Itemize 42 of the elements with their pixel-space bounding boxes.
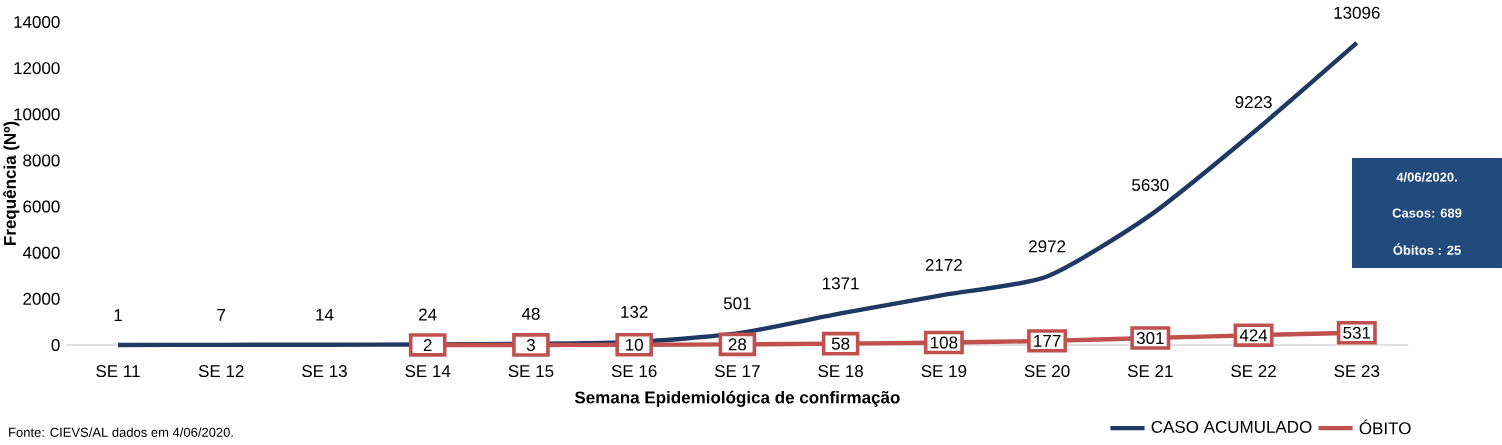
x-tick-label: SE 14	[405, 365, 451, 378]
x-tick-label: SE 15	[508, 365, 554, 378]
data-label: 132	[621, 305, 648, 318]
annotation: 4/06/2020.	[1396, 172, 1457, 182]
data-label: 1	[114, 309, 122, 321]
data-label: 7	[217, 309, 226, 321]
data-label: 24	[419, 308, 437, 321]
annotation: Casos: 689	[1392, 208, 1462, 218]
x-tick-label: SE 20	[1024, 365, 1070, 378]
data-label: 2972	[1029, 240, 1066, 253]
legend-label: ÓBITO	[1359, 419, 1411, 435]
data-label: 5630	[1132, 179, 1169, 192]
x-tick-label: SE 23	[1334, 365, 1380, 378]
x-tick-label: SE 21	[1127, 365, 1173, 378]
data-label: 1371	[823, 277, 859, 290]
data-label: 501	[723, 297, 751, 310]
data-label: 14	[316, 308, 334, 321]
x-tick-label: SE 16	[611, 365, 657, 378]
data-label: 48	[521, 307, 540, 320]
y-tick-label: 12000	[14, 62, 60, 75]
x-axis-title: Semana Epidemiológica de confirmação	[574, 390, 900, 407]
source-note: Fonte: CIEVS/AL dados em 4/06/2020.	[9, 427, 233, 437]
x-tick-label: SE 22	[1231, 365, 1276, 378]
legend-label: CASO ACUMULADO	[1151, 420, 1312, 433]
y-tick-label: 8000	[23, 154, 60, 167]
y-tick-label: 6000	[23, 200, 60, 213]
annotation: Óbitos : 25	[1393, 243, 1461, 255]
y-tick-label: 10000	[14, 108, 60, 121]
y-tick-label: 4000	[22, 246, 60, 259]
x-tick-label: SE 18	[818, 365, 864, 378]
x-tick-label: SE 11	[96, 365, 140, 378]
x-tick-label: SE 19	[921, 365, 967, 378]
data-label: 13096	[1334, 6, 1380, 19]
data-label: 9223	[1235, 96, 1272, 109]
y-tick-label: 2000	[23, 292, 60, 305]
y-tick-label: 14000	[14, 16, 60, 29]
x-tick-label: SE 12	[198, 365, 244, 378]
data-label: 2172	[925, 258, 962, 271]
x-tick-label: SE 17	[715, 365, 760, 378]
x-tick-label: SE 13	[302, 365, 347, 378]
y-tick-label: 0	[51, 339, 60, 352]
y-axis-title: Frequência (Nº)	[3, 121, 20, 245]
